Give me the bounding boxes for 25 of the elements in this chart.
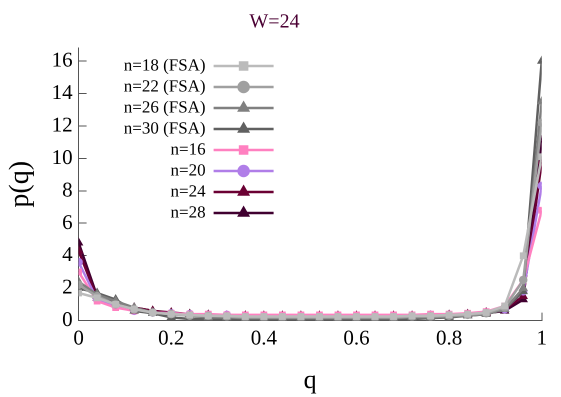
x-tick-label: 0.6 bbox=[343, 326, 370, 350]
x-axis-title: q bbox=[304, 365, 317, 394]
legend-label: n=22 (FSA) bbox=[124, 76, 206, 96]
legend-label: n=16 bbox=[170, 139, 206, 158]
x-tick-label: 1 bbox=[536, 326, 547, 350]
legend-label: n=18 (FSA) bbox=[124, 55, 206, 74]
x-tick-label: 0.4 bbox=[250, 326, 278, 350]
x-tick-label: 0.8 bbox=[436, 326, 462, 350]
y-tick-label: 6 bbox=[62, 210, 73, 234]
chart-title: W=24 bbox=[249, 10, 300, 32]
y-tick-label: 10 bbox=[52, 144, 73, 169]
legend-label: n=28 bbox=[170, 202, 206, 222]
x-tick-label: 0.2 bbox=[158, 326, 184, 350]
y-tick-label: 2 bbox=[62, 274, 73, 299]
legend-label: n=30 (FSA) bbox=[124, 118, 206, 138]
y-tick-label: 16 bbox=[52, 47, 73, 72]
legend-label: n=26 (FSA) bbox=[124, 97, 206, 116]
legend-label: n=24 bbox=[170, 181, 206, 200]
y-tick-label: 8 bbox=[62, 177, 73, 202]
y-tick-label: 14 bbox=[52, 80, 74, 104]
y-tick-label: 12 bbox=[52, 112, 73, 136]
y-tick-label: 4 bbox=[62, 242, 74, 266]
legend-label: n=20 bbox=[170, 160, 206, 180]
y-axis-title: p(q) bbox=[4, 160, 36, 208]
y-tick-label: 0 bbox=[62, 307, 73, 332]
